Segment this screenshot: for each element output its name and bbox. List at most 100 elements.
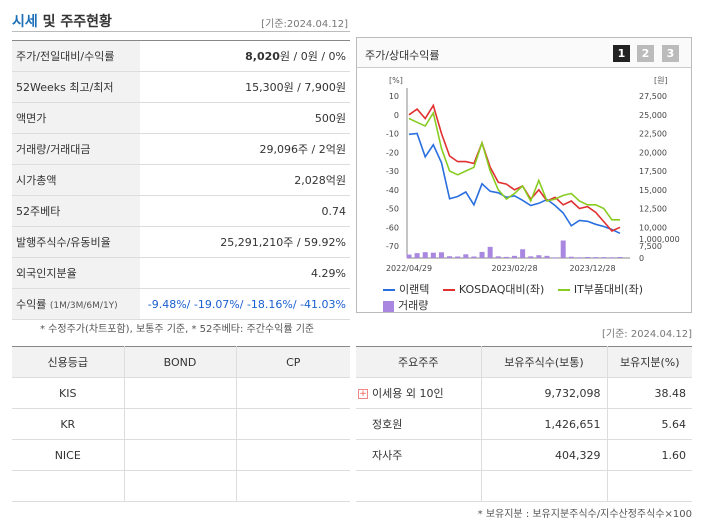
y-right-tick-label: 7,500 — [639, 242, 662, 251]
bond-rating — [123, 470, 237, 502]
table-row: 거래량/거래대금 29,096주 / 2억원 — [12, 133, 350, 165]
table-row: 자사주 404,329 1.60 — [356, 439, 692, 471]
volume-bar — [552, 257, 558, 259]
period-button-3[interactable]: 3 — [662, 45, 679, 62]
holder-shares: 404,329 — [480, 439, 608, 471]
credit-rating-table: 신용등급 BOND CP KIS KR NICE — [12, 346, 350, 502]
legend-item: IT부품대비(좌) — [557, 281, 643, 297]
volume-bar — [560, 240, 566, 258]
volume-bar — [479, 251, 485, 258]
x-tick-label: 2023/12/28 — [570, 264, 616, 273]
bond-rating — [123, 439, 237, 471]
cp-rating — [235, 408, 350, 440]
info-value: 25,291,210주 / 59.92% — [140, 226, 350, 258]
table-row: 액면가 500원 — [12, 102, 350, 134]
volume-tick-label: 0 — [639, 254, 644, 263]
legend-item: 이랜텍 — [383, 281, 429, 297]
y-right-tick-label: 12,500 — [639, 205, 667, 214]
holder-shares: 9,732,098 — [480, 377, 608, 409]
volume-bar — [512, 255, 517, 258]
volume-bar — [544, 255, 550, 258]
chart-header: 주가/상대수익률 1 2 3 — [357, 38, 691, 68]
volume-bar — [617, 256, 623, 258]
table-row: 외국인지분율 4.29% — [12, 257, 350, 289]
info-label: 발행주식수/유동비율 — [12, 226, 140, 258]
volume-bar — [471, 256, 477, 258]
info-value: 0.74 — [140, 195, 350, 227]
table-row: KIS — [12, 377, 350, 409]
y-left-tick-label: 10 — [389, 92, 399, 101]
table-row: 시가총액 2,028억원 — [12, 164, 350, 196]
table-row — [356, 470, 692, 502]
holders-footnote: * 보유지분 : 보유지분주식수/지수산정주식수×100 — [477, 509, 692, 520]
volume-bar — [430, 252, 436, 258]
legend-item: 거래량 — [383, 297, 428, 313]
info-value: 15,300원 / 7,900원 — [140, 71, 350, 103]
cp-rating — [235, 439, 350, 471]
cp-rating — [235, 470, 350, 502]
price-series-line — [408, 132, 621, 235]
expand-plus-icon[interactable]: + — [358, 389, 368, 399]
holder-name: 자사주 — [356, 439, 482, 471]
volume-bar — [447, 256, 453, 258]
y-left-tick-label: -20 — [386, 148, 399, 157]
volume-bar — [576, 257, 582, 259]
holder-percent: 5.64 — [606, 408, 692, 440]
table-row: 정호원 1,426,651 5.64 — [356, 408, 692, 440]
kosdaq-relative-line — [408, 103, 621, 232]
volume-bar — [422, 252, 428, 258]
info-label: 52Weeks 최고/최저 — [12, 71, 140, 103]
price-info-table: 주가/전일대비/수익률 8,020원 / 0원 / 0% 52Weeks 최고/… — [12, 40, 350, 320]
y-right-tick-label: 10,000 — [639, 223, 667, 232]
info-value: 500원 — [140, 102, 350, 134]
info-label: 액면가 — [12, 102, 140, 134]
y-left-tick-label: -60 — [386, 223, 399, 232]
y-left-tick-label: -30 — [386, 167, 399, 176]
volume-bar — [520, 249, 526, 258]
section-title: 시세 및 주주현황 — [12, 14, 112, 30]
table-row: 수익률 (1M/3M/6M/1Y) -9.48%/ -19.07%/ -18.1… — [12, 288, 350, 320]
y-right-tick-label: 22,500 — [639, 130, 667, 139]
x-tick-label: 2023/02/28 — [491, 264, 537, 273]
info-value: -9.48%/ -19.07%/ -18.16%/ -41.03% — [140, 288, 350, 320]
y-left-tick-label: -50 — [386, 205, 399, 214]
y-left-tick-label: -10 — [386, 130, 399, 139]
column-header: BOND — [123, 346, 237, 378]
volume-bar — [487, 246, 493, 258]
table-row: NICE — [12, 439, 350, 471]
table-row: 52Weeks 최고/최저 15,300원 / 7,900원 — [12, 71, 350, 103]
column-header: 주요주주 — [356, 346, 482, 378]
bond-rating — [123, 377, 237, 409]
info-value: 2,028억원 — [140, 164, 350, 196]
table-row: + 이세용 외 10인 9,732,098 38.48 — [356, 377, 692, 409]
table-header-row: 주요주주 보유주식수(보통) 보유지분(%) — [356, 346, 692, 378]
period-button-2[interactable]: 2 — [637, 45, 654, 62]
reference-date: [기준:2024.04.12] — [261, 19, 348, 30]
cp-rating — [235, 377, 350, 409]
bond-rating — [123, 408, 237, 440]
holder-shares: 1,426,651 — [480, 408, 608, 440]
price-footnote: * 수정주가(차트포함), 보통주 기준, * 52주베타: 주간수익률 기준 — [40, 324, 315, 335]
period-button-1[interactable]: 1 — [613, 45, 630, 62]
y-right-tick-label: 17,500 — [639, 167, 667, 176]
agency-name — [12, 470, 125, 502]
column-header: 신용등급 — [12, 346, 125, 378]
left-axis-unit: [%] — [389, 76, 403, 85]
volume-bar — [536, 255, 542, 258]
table-row — [12, 470, 350, 502]
holder-percent: 38.48 — [606, 377, 692, 409]
volume-bar — [455, 256, 461, 258]
y-right-tick-label: 20,000 — [639, 148, 667, 157]
y-left-tick-label: -40 — [386, 186, 399, 195]
major-shareholders-table: 주요주주 보유주식수(보통) 보유지분(%) + 이세용 외 10인 9,732,… — [356, 346, 692, 502]
info-label: 주가/전일대비/수익률 — [12, 40, 140, 72]
table-row: 주가/전일대비/수익률 8,020원 / 0원 / 0% — [12, 40, 350, 72]
holder-name — [356, 470, 482, 502]
holder-shares — [480, 470, 608, 502]
table-row: 발행주식수/유동비율 25,291,210주 / 59.92% — [12, 226, 350, 258]
holder-percent — [606, 470, 692, 502]
column-header: 보유지분(%) — [606, 346, 692, 378]
volume-bar — [463, 254, 469, 258]
table-row: 52주베타 0.74 — [12, 195, 350, 227]
y-left-tick-label: 0 — [394, 111, 399, 120]
